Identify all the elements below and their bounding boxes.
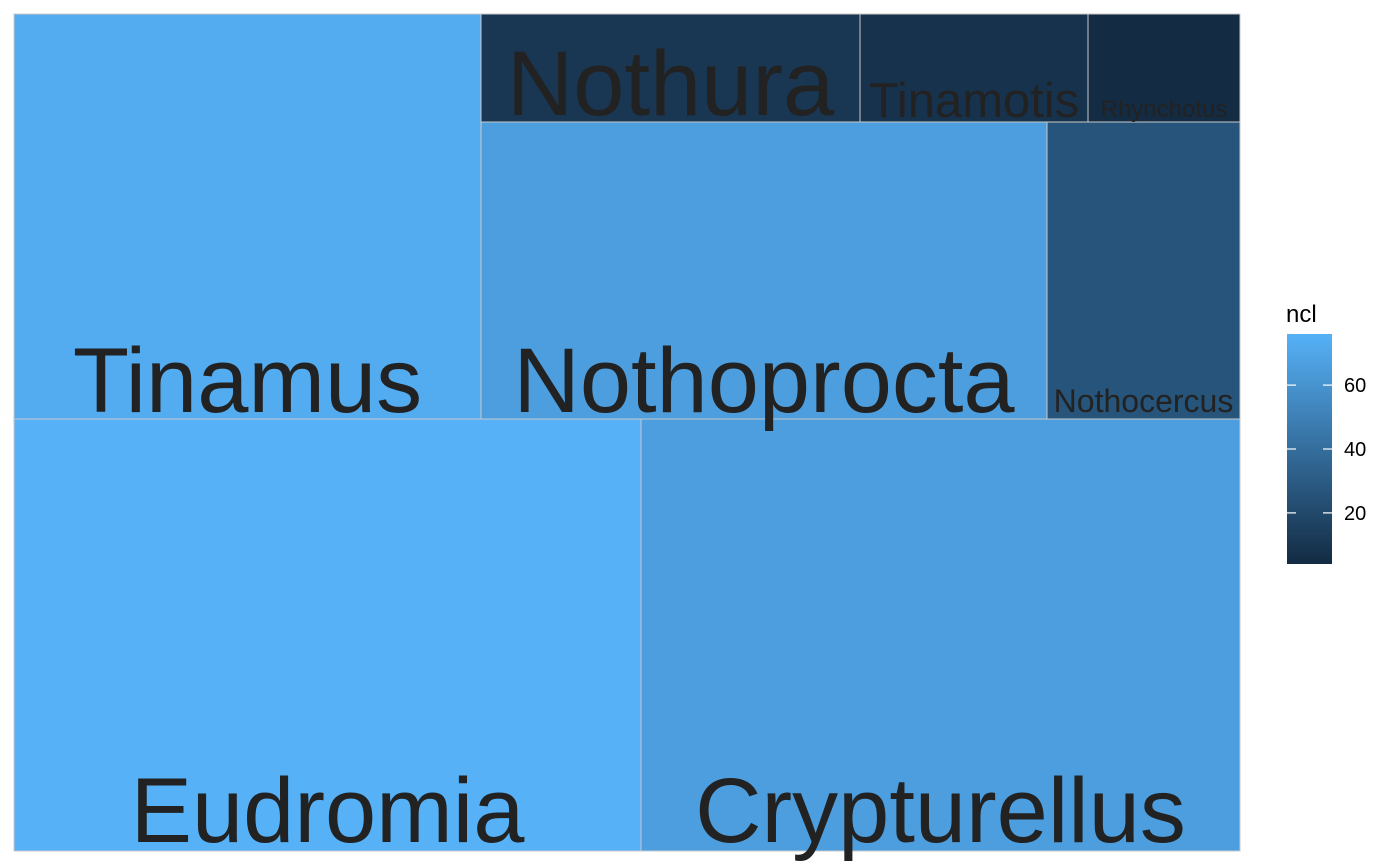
tile-nothocercus <box>1046 121 1241 420</box>
legend-title: ncl <box>1286 301 1317 328</box>
tile-label-nothoprocta: Nothoprocta <box>513 330 1015 432</box>
tile-label-nothura: Nothura <box>507 33 835 135</box>
tile-label-tinamotis: Tinamotis <box>869 74 1080 128</box>
legend-tick-label: 20 <box>1344 503 1366 525</box>
tile-label-rhynchotus: Rhynchotus <box>1101 96 1228 123</box>
tile-crypturellus <box>640 418 1241 852</box>
tile-tinamotis <box>859 13 1089 123</box>
treemap-tiles: Eudromia Crypturellus Tinamus Nothoprocta No… <box>13 13 1241 862</box>
legend-ticks: 20 40 60 <box>1287 375 1366 525</box>
tile-label-eudromia: Eudromia <box>131 760 526 862</box>
tile-nothura <box>480 13 861 123</box>
tile-label-crypturellus: Crypturellus <box>695 760 1186 862</box>
tile-nothoprocta <box>480 121 1048 420</box>
color-legend: ncl 20 40 60 <box>1286 301 1366 564</box>
tile-tinamus <box>13 13 482 420</box>
tile-label-tinamus: Tinamus <box>73 330 422 432</box>
tile-label-nothocercus: Nothocercus <box>1054 383 1234 419</box>
legend-tick-label: 40 <box>1344 439 1366 461</box>
tile-rhynchotus <box>1087 13 1241 123</box>
tile-eudromia <box>13 418 642 852</box>
legend-tick-label: 60 <box>1344 375 1366 397</box>
